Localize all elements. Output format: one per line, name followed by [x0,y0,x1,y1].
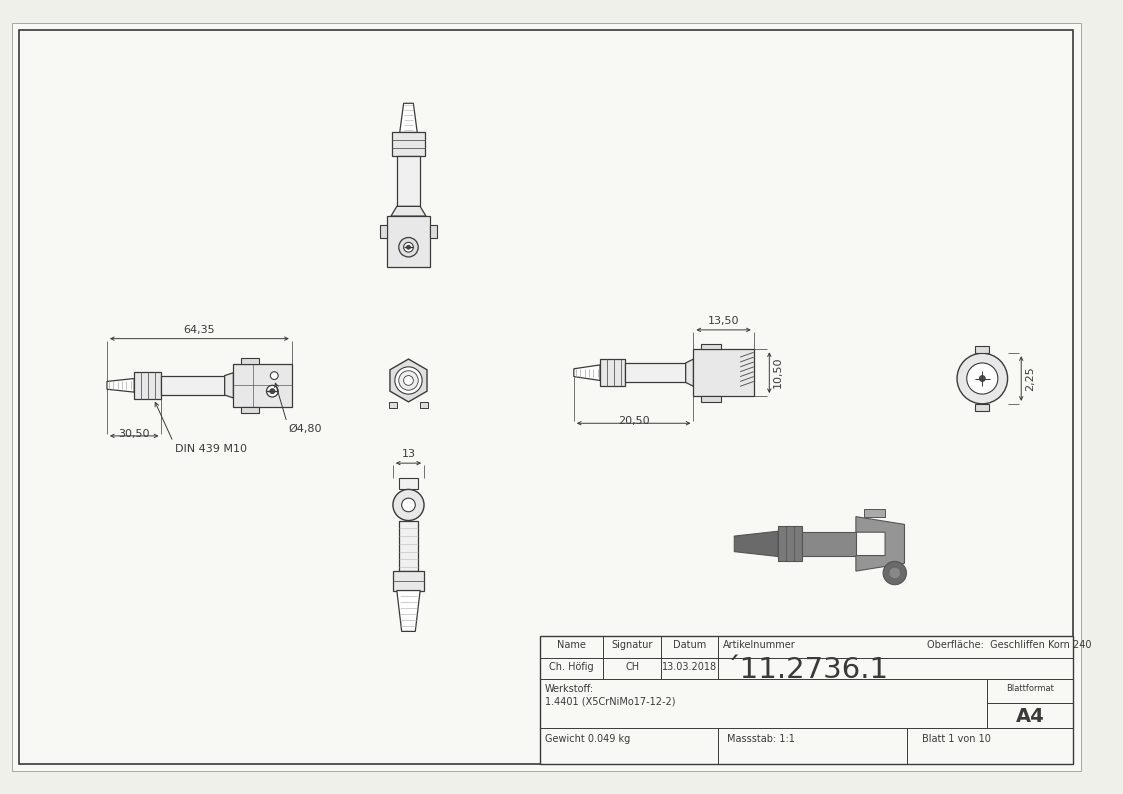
Bar [864,509,885,517]
Polygon shape [856,517,904,571]
Bar [399,478,418,489]
Text: Blatt 1 von 10: Blatt 1 von 10 [922,734,990,743]
Circle shape [407,245,410,249]
Circle shape [402,498,416,512]
Bar [393,571,424,591]
Bar [701,344,721,349]
Bar [389,402,396,407]
Circle shape [883,561,906,584]
Text: 20,50: 20,50 [618,416,649,426]
Polygon shape [396,591,420,631]
Text: Werkstoff:: Werkstoff: [545,684,594,694]
Bar [600,359,626,387]
Text: 64,35: 64,35 [183,325,216,335]
Circle shape [889,567,901,579]
Bar [693,349,754,396]
Text: Datum: Datum [673,640,706,650]
Bar [802,532,856,556]
Polygon shape [574,365,600,380]
Circle shape [393,489,424,521]
Bar [135,372,162,399]
Bar [540,636,1072,764]
Polygon shape [400,103,418,133]
Text: DIN 439 M10: DIN 439 M10 [175,444,247,453]
Text: Artikelnummer: Artikelnummer [722,640,795,650]
Text: 13: 13 [402,449,416,459]
Circle shape [266,385,279,397]
Bar [381,225,387,238]
Bar [396,156,420,206]
Text: ´11.2736.1: ´11.2736.1 [725,656,888,684]
Bar [976,346,989,353]
Polygon shape [225,372,234,398]
Bar [399,521,418,571]
Bar [392,133,424,156]
Circle shape [403,376,413,385]
Text: 1.4401 (X5CrNiMo17-12-2): 1.4401 (X5CrNiMo17-12-2) [545,696,675,707]
Text: Signatur: Signatur [612,640,652,650]
Circle shape [399,371,418,390]
Text: 2,25: 2,25 [1025,366,1035,391]
Polygon shape [107,379,135,392]
Text: Ø4,80: Ø4,80 [289,424,322,434]
Text: A4: A4 [1015,707,1044,727]
Bar [234,364,292,407]
Circle shape [957,353,1007,404]
Bar [241,407,258,413]
Polygon shape [391,206,426,216]
Text: Blattformat: Blattformat [1006,684,1053,693]
Circle shape [399,237,418,257]
Circle shape [395,367,422,394]
Bar [976,404,989,410]
Circle shape [403,242,413,252]
Text: Massstab: 1:1: Massstab: 1:1 [728,734,795,743]
Bar [162,376,225,395]
Text: 13,50: 13,50 [707,316,739,326]
Text: Name: Name [557,640,586,650]
Text: 13.03.2018: 13.03.2018 [661,661,718,672]
Bar [626,363,686,383]
Circle shape [979,376,985,381]
Text: Oberfläche:  Geschliffen Korn 240: Oberfläche: Geschliffen Korn 240 [926,640,1092,650]
Circle shape [967,363,998,394]
Text: CH: CH [626,661,639,672]
Bar [420,402,428,407]
Circle shape [270,389,275,394]
Text: Ch. Höfig: Ch. Höfig [549,661,594,672]
Circle shape [271,372,279,380]
Polygon shape [390,359,427,402]
Text: 30,50: 30,50 [118,429,150,439]
Bar [430,225,437,238]
Text: 10,50: 10,50 [774,357,783,388]
Polygon shape [734,531,778,557]
Bar [241,358,258,364]
Bar [778,526,802,561]
Text: Gewicht 0.049 kg: Gewicht 0.049 kg [545,734,630,743]
Bar [701,396,721,402]
Bar [387,216,430,267]
Polygon shape [686,359,693,387]
